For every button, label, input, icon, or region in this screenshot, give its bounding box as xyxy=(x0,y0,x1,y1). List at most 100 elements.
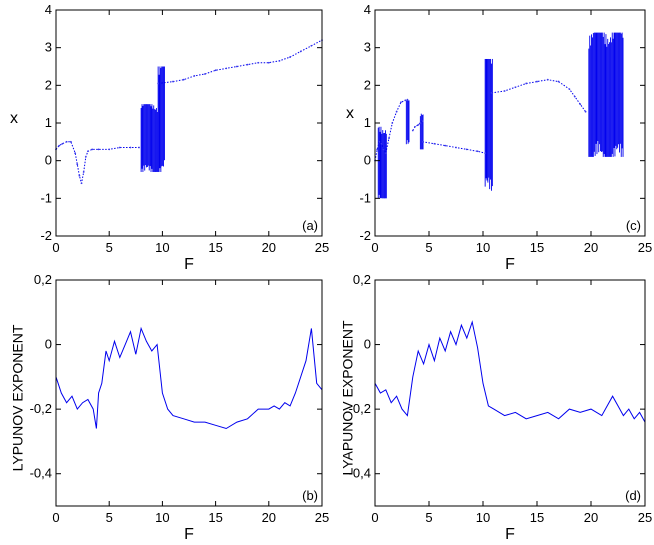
chaotic-band xyxy=(419,113,424,150)
data-point xyxy=(69,140,72,143)
data-point xyxy=(310,44,313,47)
y-tick-label: 1 xyxy=(45,115,52,130)
data-point xyxy=(568,88,571,90)
y-tick-label: 3 xyxy=(364,40,371,55)
data-point xyxy=(378,140,381,143)
y-tick-label: 0 xyxy=(45,337,52,352)
data-point xyxy=(455,146,457,149)
data-point xyxy=(257,61,260,64)
y-axis-label: x xyxy=(346,105,354,122)
data-point xyxy=(546,78,549,81)
panel-b-lyapunov: 0 5 10 15 20 25 -0,4 -0,2 0 0,2 F LYPUNOV EXPONENT (… xyxy=(9,272,329,543)
data-point xyxy=(514,86,517,89)
y-tick-label: -2 xyxy=(359,228,371,243)
data-point xyxy=(421,120,424,123)
data-point xyxy=(129,146,132,149)
y-tick-label: -0,2 xyxy=(349,401,371,416)
y-tick-label: 4 xyxy=(364,2,371,17)
chaotic-band xyxy=(140,104,158,172)
series-line xyxy=(374,320,646,423)
y-tick-label: 1 xyxy=(364,115,371,130)
panel-c-bifurcation: 0 5 10 15 20 25 -2 -1 0 1 2 3 4 Fx (c) xyxy=(346,2,652,273)
data-point xyxy=(204,73,206,75)
chaotic-band xyxy=(377,126,387,199)
series-line xyxy=(374,99,408,161)
data-point xyxy=(74,152,77,155)
x-tick-label: 5 xyxy=(106,240,113,255)
data-point xyxy=(78,174,81,177)
x-tick-label: 0 xyxy=(52,510,59,525)
data-point xyxy=(490,91,493,94)
y-axis-label: LYPUNOV EXPONENT xyxy=(9,324,25,471)
x-axis-label: F xyxy=(505,256,515,273)
chaotic-band xyxy=(405,100,410,145)
data-point xyxy=(536,80,538,83)
data-point xyxy=(91,148,94,151)
data-point xyxy=(579,103,582,106)
data-point xyxy=(214,69,217,72)
x-tick-label: 0 xyxy=(52,240,59,255)
y-tick-label: 2 xyxy=(364,77,371,92)
chaotic-band xyxy=(588,32,624,157)
data-point xyxy=(421,140,424,143)
data-point xyxy=(246,63,249,66)
data-point xyxy=(289,56,291,58)
series-line xyxy=(55,326,323,430)
data-point xyxy=(267,61,270,64)
x-tick-label: 15 xyxy=(208,510,222,525)
data-point xyxy=(376,148,379,151)
panel-label: (a) xyxy=(302,218,318,233)
data-point xyxy=(444,144,447,147)
panel-label: (b) xyxy=(302,488,318,503)
panel-label: (c) xyxy=(626,218,641,233)
series-line xyxy=(422,141,486,154)
data-point xyxy=(406,98,409,101)
y-tick-label: 0 xyxy=(364,337,371,352)
y-tick-label: 0,2 xyxy=(34,272,52,287)
data-point xyxy=(80,182,83,185)
x-tick-label: 10 xyxy=(155,510,169,525)
y-tick-label: 2 xyxy=(45,77,52,92)
data-point xyxy=(557,80,560,83)
x-tick-label: 10 xyxy=(476,240,490,255)
x-tick-label: 25 xyxy=(315,240,329,255)
x-tick-label: 20 xyxy=(584,240,598,255)
y-axis-label: LYAPUNOV EXPONENT xyxy=(339,320,355,476)
panel-label: (d) xyxy=(625,488,641,503)
y-tick-label: 0,2 xyxy=(353,272,371,287)
data-point xyxy=(395,110,398,113)
y-tick-label: 4 xyxy=(45,2,52,17)
chaotic-band xyxy=(157,66,165,172)
y-tick-label: -1 xyxy=(359,190,371,205)
data-point xyxy=(400,101,402,104)
y-tick-label: -0,4 xyxy=(349,466,371,481)
series-line xyxy=(491,79,587,112)
data-point xyxy=(404,99,407,102)
data-point xyxy=(138,146,140,149)
y-tick-label: -1 xyxy=(40,190,52,205)
data-point xyxy=(484,152,487,155)
data-point xyxy=(225,67,228,70)
data-point xyxy=(97,148,100,151)
x-tick-label: 15 xyxy=(208,240,222,255)
data-point xyxy=(503,90,506,92)
data-point xyxy=(391,122,394,124)
x-tick-label: 25 xyxy=(638,510,652,525)
data-point xyxy=(193,75,196,77)
data-point xyxy=(278,59,281,62)
x-tick-label: 25 xyxy=(638,240,652,255)
x-tick-label: 0 xyxy=(371,510,378,525)
y-tick-label: -2 xyxy=(40,228,52,243)
data-point xyxy=(417,123,420,126)
series-line xyxy=(158,39,323,84)
data-point xyxy=(76,163,79,166)
plot-frame xyxy=(55,9,323,237)
data-point xyxy=(384,152,387,155)
data-point xyxy=(235,65,238,68)
x-axis-label: F xyxy=(505,526,515,543)
data-point xyxy=(157,82,160,85)
x-tick-label: 10 xyxy=(155,240,169,255)
y-tick-label: 0 xyxy=(364,153,371,168)
data-point xyxy=(388,137,390,139)
y-tick-label: -0,2 xyxy=(30,401,52,416)
